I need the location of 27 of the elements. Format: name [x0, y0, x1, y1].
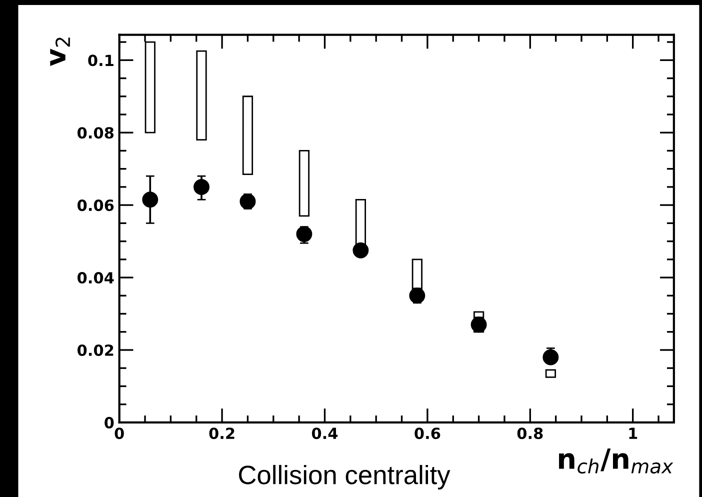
x-tick-label: 0.8 — [517, 428, 543, 440]
x-tick-label: 1 — [629, 428, 638, 439]
point — [409, 288, 426, 304]
bar — [545, 369, 556, 378]
point — [194, 178, 210, 195]
point — [470, 316, 487, 333]
x-tick-label: 0.4 — [312, 428, 338, 440]
x-tick-label: 0 — [114, 428, 124, 440]
point — [240, 193, 256, 210]
y-tick-label: 0.1 — [88, 54, 114, 66]
y-axis-title: v$_{2}$ — [50, 38, 70, 66]
bar — [298, 150, 310, 217]
point — [142, 192, 158, 208]
y-tick-label: 0.02 — [78, 344, 114, 356]
x-tick-label: 0.2 — [209, 428, 234, 440]
y-tick-label: 0.04 — [78, 272, 114, 284]
x-tick-label: 0.6 — [414, 428, 440, 440]
text: Collision centrality — [238, 464, 450, 490]
point — [542, 349, 559, 366]
bar — [196, 50, 207, 141]
bar — [242, 96, 254, 175]
y-tick-label: 0.06 — [78, 200, 114, 212]
y-tick-label: 0 — [104, 416, 114, 428]
point — [296, 226, 312, 242]
point — [352, 242, 369, 258]
y-tick-label: 0.08 — [78, 127, 114, 139]
x-axis-title: n$_{ch}$/n$_{max}$ — [559, 448, 674, 474]
